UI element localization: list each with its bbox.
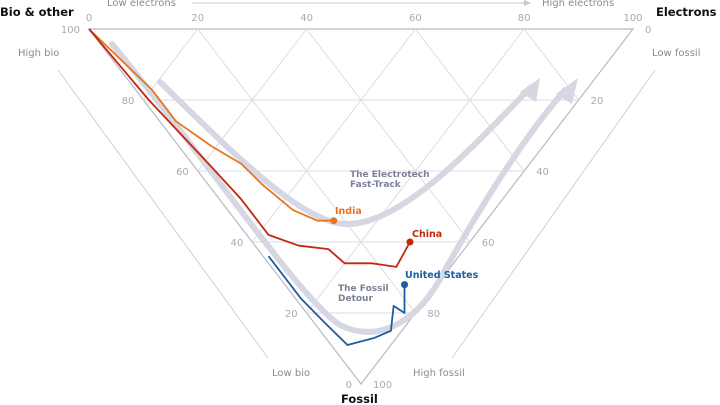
fossil-detour-arrowhead-icon bbox=[556, 78, 578, 104]
bio-tick: 100 bbox=[61, 25, 80, 36]
fossil-detour-annotation-2: Detour bbox=[338, 294, 373, 304]
india-label: India bbox=[335, 206, 362, 217]
tick-labels: 0 20 40 60 80 100 100 80 60 40 20 0 0 20 40 60 80 100 bbox=[61, 13, 651, 391]
series-line-united-states bbox=[267, 255, 406, 346]
fossil-tick: 80 bbox=[427, 309, 440, 320]
low-electrons-label: Low electrons bbox=[107, 0, 176, 9]
series-endpoint-china bbox=[406, 238, 414, 246]
bio-direction-line bbox=[57, 69, 269, 359]
triangle-outline bbox=[87, 28, 635, 385]
electrons-tick: 20 bbox=[191, 13, 204, 24]
bio-tick: 40 bbox=[230, 238, 243, 249]
fast-track-annotation-1: The Electrotech bbox=[350, 170, 430, 180]
gridline-bio bbox=[143, 28, 199, 101]
high-bio-label: High bio bbox=[18, 48, 59, 59]
electrons-axis-title: Electrons bbox=[656, 5, 717, 19]
series-endpoint-india bbox=[330, 217, 338, 225]
electrons-tick: 80 bbox=[518, 13, 531, 24]
high-electrons-label: High electrons bbox=[542, 0, 614, 9]
united-states-label: United States bbox=[405, 270, 479, 281]
bio-tick: 60 bbox=[176, 167, 189, 178]
electrons-tick: 0 bbox=[86, 13, 92, 24]
bio-axis-title: Bio & other bbox=[0, 5, 74, 19]
electrons-tick: 40 bbox=[300, 13, 313, 24]
fossil-detour-annotation-1: The Fossil bbox=[338, 284, 389, 294]
fossil-tick: 0 bbox=[645, 25, 651, 36]
series-lines bbox=[88, 28, 414, 346]
low-bio-label: Low bio bbox=[272, 368, 310, 379]
fossil-tick: 40 bbox=[536, 167, 549, 178]
bio-tick: 20 bbox=[285, 309, 298, 320]
gridline-electrons bbox=[415, 28, 525, 172]
high-fossil-label: High fossil bbox=[413, 368, 465, 379]
bio-tick: 0 bbox=[346, 380, 352, 391]
fossil-tick: 20 bbox=[591, 96, 604, 107]
fast-track-annotation-2: Fast-Track bbox=[350, 180, 402, 190]
gridline-electrons bbox=[306, 28, 471, 243]
electrons-tick: 60 bbox=[409, 13, 422, 24]
gridline-bio bbox=[197, 28, 307, 172]
fossil-tick: 60 bbox=[482, 238, 495, 249]
series-endpoint-united-states bbox=[401, 281, 409, 289]
low-fossil-label: Low fossil bbox=[652, 48, 701, 59]
bio-tick: 80 bbox=[122, 96, 135, 107]
trajectory-arrows bbox=[109, 41, 578, 335]
fossil-direction-line bbox=[451, 69, 656, 359]
arrowhead-icon bbox=[524, 0, 531, 6]
electrons-tick: 100 bbox=[623, 13, 642, 24]
fossil-detour-arrow bbox=[109, 41, 568, 335]
fast-track-arrowhead-icon bbox=[520, 78, 540, 102]
gridline-bio bbox=[251, 28, 416, 243]
fast-track-arrow bbox=[157, 79, 533, 228]
fossil-tick: 100 bbox=[373, 380, 392, 391]
series-line-china bbox=[88, 28, 411, 268]
china-label: China bbox=[412, 229, 442, 240]
fossil-axis-title: Fossil bbox=[341, 392, 378, 405]
series-line-india bbox=[88, 28, 334, 222]
